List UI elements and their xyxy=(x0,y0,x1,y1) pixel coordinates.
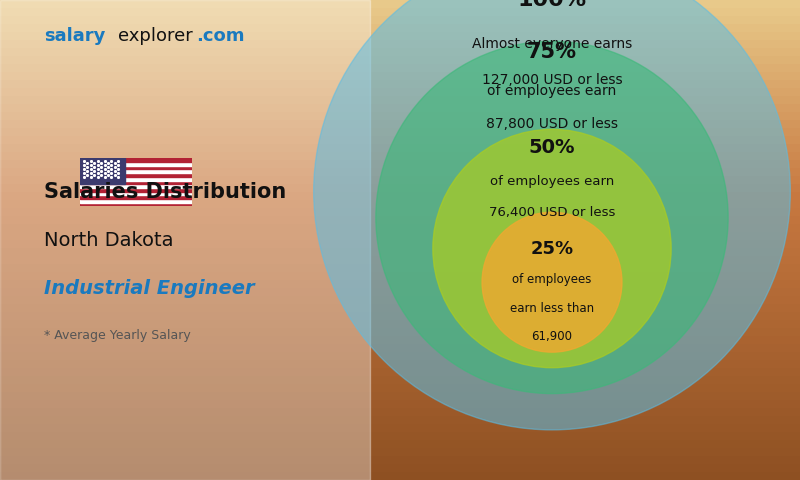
Bar xyxy=(0,0,370,480)
Bar xyxy=(80,169,192,173)
Text: 87,800 USD or less: 87,800 USD or less xyxy=(486,117,618,131)
Bar xyxy=(80,180,192,184)
Text: salary: salary xyxy=(44,27,106,45)
Text: .com: .com xyxy=(196,27,245,45)
Bar xyxy=(80,195,192,199)
Bar xyxy=(80,203,192,206)
Bar xyxy=(80,192,192,195)
Circle shape xyxy=(376,41,728,394)
Text: earn less than: earn less than xyxy=(510,301,594,314)
Text: 75%: 75% xyxy=(527,42,577,61)
Bar xyxy=(80,188,192,192)
Bar xyxy=(80,177,192,180)
Bar xyxy=(80,199,192,203)
Text: 25%: 25% xyxy=(530,240,574,258)
Bar xyxy=(80,158,192,162)
Text: explorer: explorer xyxy=(118,27,193,45)
Bar xyxy=(80,173,192,177)
Bar xyxy=(80,184,192,188)
Text: of employees earn: of employees earn xyxy=(490,175,614,188)
Bar xyxy=(80,158,125,184)
Text: 50%: 50% xyxy=(529,138,575,157)
Bar xyxy=(80,162,192,166)
Text: Salaries Distribution: Salaries Distribution xyxy=(44,182,286,202)
Bar xyxy=(80,166,192,169)
Circle shape xyxy=(433,130,671,368)
Text: North Dakota: North Dakota xyxy=(44,230,174,250)
Text: Almost everyone earns: Almost everyone earns xyxy=(472,37,632,51)
Circle shape xyxy=(482,212,622,352)
Text: 100%: 100% xyxy=(518,0,586,10)
Text: 61,900: 61,900 xyxy=(531,330,573,343)
Text: 127,000 USD or less: 127,000 USD or less xyxy=(482,73,622,87)
Circle shape xyxy=(314,0,790,430)
Text: Industrial Engineer: Industrial Engineer xyxy=(44,278,254,298)
Text: of employees earn: of employees earn xyxy=(487,84,617,97)
Text: of employees: of employees xyxy=(512,273,592,286)
Text: * Average Yearly Salary: * Average Yearly Salary xyxy=(44,329,190,343)
Text: 76,400 USD or less: 76,400 USD or less xyxy=(489,206,615,219)
